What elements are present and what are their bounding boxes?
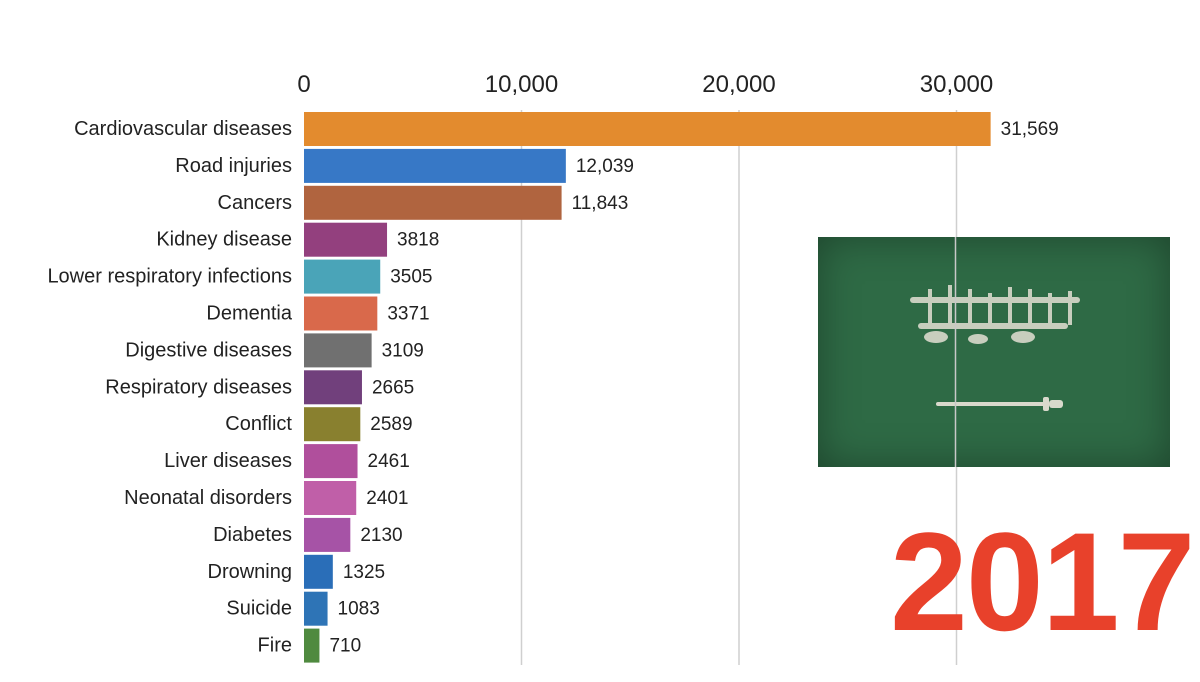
value-label: 3371	[387, 304, 429, 325]
bar	[304, 112, 991, 146]
category-label: Conflict	[225, 413, 292, 435]
category-label: Road injuries	[175, 155, 292, 177]
x-axis-ticks: 0 10,000 20,000 30,000	[297, 71, 993, 98]
year-label: 2017	[890, 503, 1195, 660]
value-label: 12,039	[576, 156, 634, 177]
x-tick-label: 30,000	[920, 71, 993, 98]
bar	[304, 296, 378, 331]
x-tick-label: 0	[297, 71, 310, 98]
value-label: 2130	[360, 525, 402, 546]
value-label: 2401	[366, 488, 408, 509]
bar	[304, 444, 358, 479]
bar	[304, 517, 351, 552]
value-label: 2461	[368, 451, 410, 472]
value-label: 2665	[372, 377, 414, 398]
bar	[304, 333, 372, 368]
category-label: Dementia	[206, 303, 292, 325]
value-label: 1083	[338, 599, 380, 620]
value-labels: 31,569 12,039 11,843 3818 3505 3371 3109 2665 25…	[329, 119, 1058, 657]
value-label: 11,843	[572, 193, 629, 214]
category-label: Respiratory diseases	[105, 376, 292, 398]
value-label: 3818	[397, 230, 439, 251]
bar	[304, 591, 328, 626]
category-label: Fire	[258, 635, 292, 657]
category-label: Diabetes	[213, 524, 292, 546]
category-label: Drowning	[208, 561, 292, 583]
value-label: 3109	[382, 340, 424, 361]
saudi-arabia-flag-icon	[818, 237, 1170, 467]
category-label: Cancers	[218, 192, 292, 214]
x-tick-label: 10,000	[485, 71, 558, 98]
bar	[304, 148, 566, 183]
bar	[304, 185, 562, 220]
category-label: Cardiovascular diseases	[74, 118, 292, 140]
category-labels: Cardiovascular diseases Road injuries Canc…	[47, 118, 292, 657]
value-label: 3505	[390, 267, 432, 288]
bar	[304, 554, 333, 589]
x-tick-label: 20,000	[702, 71, 775, 98]
bar	[304, 481, 357, 515]
category-label: Liver diseases	[164, 450, 292, 472]
category-label: Neonatal disorders	[124, 487, 292, 509]
value-label: 31,569	[1001, 119, 1059, 140]
category-label: Kidney disease	[156, 229, 292, 251]
category-label: Digestive diseases	[125, 339, 292, 361]
category-label: Suicide	[226, 598, 292, 620]
bars	[304, 112, 991, 663]
value-label: 1325	[343, 562, 385, 583]
bar	[304, 370, 362, 405]
bar	[304, 628, 320, 663]
category-label: Lower respiratory infections	[47, 266, 292, 288]
value-label: 710	[329, 636, 361, 657]
value-label: 2589	[370, 414, 412, 435]
bar	[304, 259, 381, 294]
bar	[304, 407, 361, 442]
bar	[304, 222, 388, 257]
